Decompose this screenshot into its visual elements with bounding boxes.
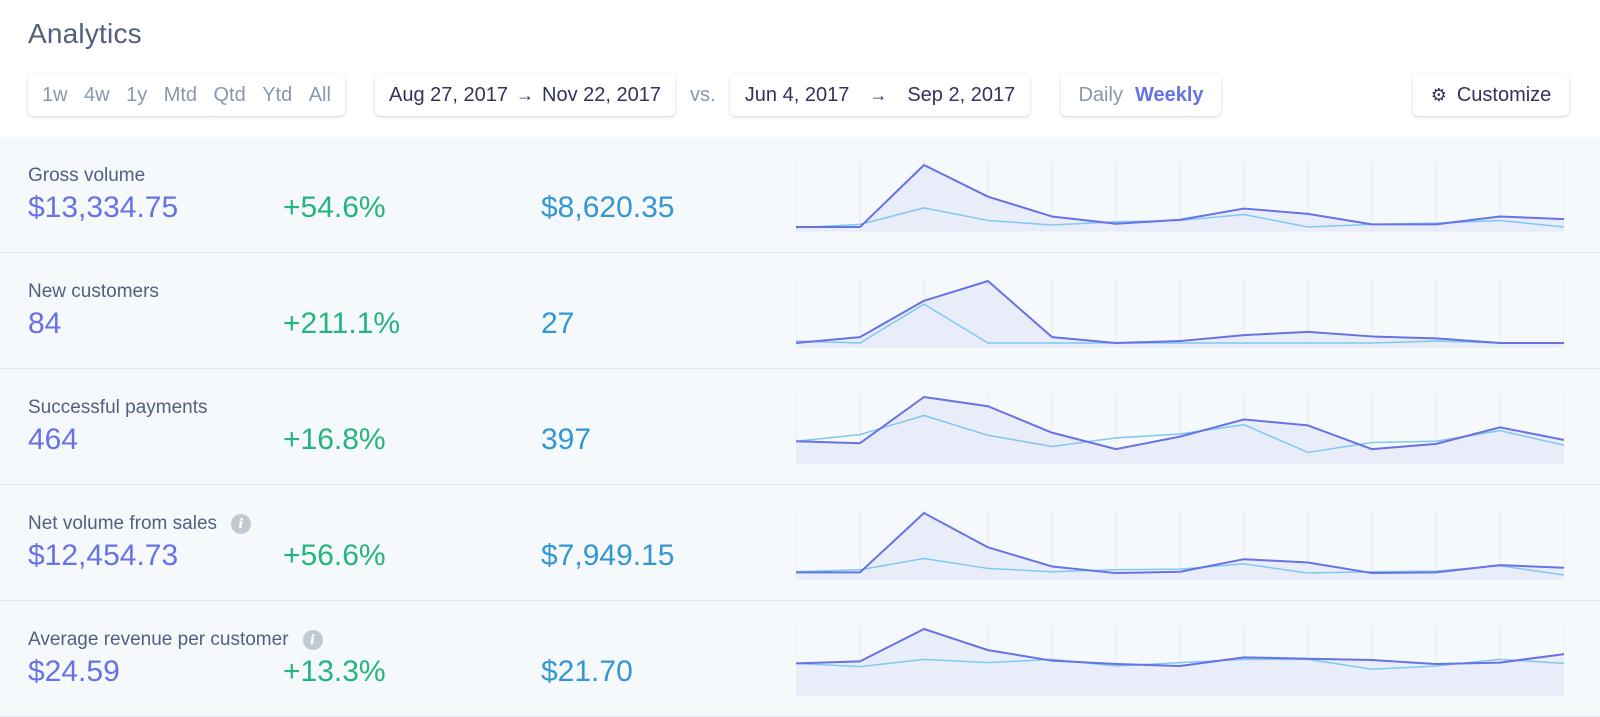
analytics-header: Analytics 1w 4w 1y Mtd Qtd Ytd All Aug 2… xyxy=(0,0,1600,137)
metric-current-value: 464 xyxy=(28,423,79,456)
info-icon[interactable]: i xyxy=(302,630,323,650)
compare-date-range-button[interactable]: Jun 4, 2017 → Sep 2, 2017 xyxy=(730,74,1030,116)
metric-name: Net volume from sales i xyxy=(28,513,252,535)
metric-name-label: Net volume from sales xyxy=(28,513,218,534)
metric-row[interactable]: Gross volume $13,334.75 +54.6% $8,620.35 xyxy=(0,137,1600,253)
metric-change-percent: +16.8% xyxy=(283,423,386,456)
sparkline-previous-line xyxy=(796,303,1564,344)
metric-change-percent: +54.6% xyxy=(283,191,386,224)
sparkline-current-line xyxy=(796,164,1564,229)
metric-current-value: $13,334.75 xyxy=(28,191,179,224)
metric-name-label: Successful payments xyxy=(28,397,208,418)
sparkline-current-area xyxy=(796,513,1564,579)
vs-label: vs. xyxy=(690,84,716,106)
current-range-end: Nov 22, 2017 xyxy=(542,83,661,106)
gear-icon: ⚙ xyxy=(1430,84,1447,105)
metric-row[interactable]: Net volume from sales i $12,454.73 +56.6… xyxy=(0,485,1600,601)
metric-change-percent: +13.3% xyxy=(283,655,386,688)
metric-previous-value: $8,620.35 xyxy=(541,191,675,224)
sparkline-current-area xyxy=(796,165,1564,231)
metric-sparkline xyxy=(796,509,1564,580)
metric-current-value: $12,454.73 xyxy=(28,539,179,572)
metric-change-percent: +56.6% xyxy=(283,539,386,572)
arrow-right-icon: → xyxy=(516,84,534,105)
metric-name: New customers xyxy=(28,281,159,303)
granularity-toggle: Daily Weekly xyxy=(1061,74,1221,116)
customize-button[interactable]: ⚙ Customize xyxy=(1413,74,1569,116)
range-1y[interactable]: 1y xyxy=(126,83,148,106)
info-icon[interactable]: i xyxy=(231,514,252,534)
page-title: Analytics xyxy=(28,18,142,49)
compare-range-end: Sep 2, 2017 xyxy=(907,83,1016,106)
range-presets: 1w 4w 1y Mtd Qtd Ytd All xyxy=(28,74,345,116)
metric-change-percent: +211.1% xyxy=(283,307,401,340)
metric-name-label: New customers xyxy=(28,281,159,302)
metric-previous-value: $7,949.15 xyxy=(541,539,675,572)
metric-current-value: 84 xyxy=(28,307,62,340)
range-qtd[interactable]: Qtd xyxy=(213,83,246,106)
sparkline-current-line xyxy=(796,280,1564,345)
sparkline-previous-line xyxy=(796,557,1564,576)
metric-name-label: Gross volume xyxy=(28,165,146,186)
sparkline-current-area xyxy=(796,397,1564,463)
sparkline-current-line xyxy=(796,396,1564,451)
compare-range-start: Jun 4, 2017 xyxy=(744,83,850,106)
metric-name: Successful payments xyxy=(28,397,208,419)
metric-row[interactable]: Average revenue per customer i $24.59 +1… xyxy=(0,601,1600,717)
metric-sparkline xyxy=(796,161,1564,232)
metrics-list: Gross volume $13,334.75 +54.6% $8,620.35… xyxy=(0,137,1600,717)
sparkline-current-line xyxy=(796,512,1564,575)
metric-name: Average revenue per customer i xyxy=(28,629,323,651)
metric-current-value: $24.59 xyxy=(28,655,120,688)
customize-label: Customize xyxy=(1456,83,1552,106)
metric-sparkline xyxy=(796,277,1564,348)
metric-row[interactable]: New customers 84 +211.1% 27 xyxy=(0,253,1600,369)
metric-previous-value: 27 xyxy=(541,307,575,340)
range-all[interactable]: All xyxy=(308,83,331,106)
metric-sparkline xyxy=(796,625,1564,696)
granularity-weekly[interactable]: Weekly xyxy=(1134,83,1204,106)
sparkline-current-line xyxy=(796,628,1564,667)
current-range-start: Aug 27, 2017 xyxy=(389,83,508,106)
sparkline-current-area xyxy=(796,629,1564,695)
current-date-range-button[interactable]: Aug 27, 2017 → Nov 22, 2017 xyxy=(375,74,675,116)
metric-row[interactable]: Successful payments 464 +16.8% 397 xyxy=(0,369,1600,485)
metric-sparkline xyxy=(796,393,1564,464)
sparkline-previous-line xyxy=(796,414,1564,454)
range-4w[interactable]: 4w xyxy=(84,83,110,106)
range-ytd[interactable]: Ytd xyxy=(262,83,293,106)
metric-previous-value: $21.70 xyxy=(541,655,633,688)
sparkline-previous-line xyxy=(796,658,1564,671)
range-mtd[interactable]: Mtd xyxy=(163,83,198,106)
sparkline-current-area xyxy=(796,281,1564,347)
granularity-daily[interactable]: Daily xyxy=(1078,83,1123,106)
range-1w[interactable]: 1w xyxy=(42,83,68,106)
metric-previous-value: 397 xyxy=(541,423,592,456)
metric-name: Gross volume xyxy=(28,165,145,187)
arrow-right-icon: → xyxy=(869,84,888,105)
metric-name-label: Average revenue per customer xyxy=(28,629,289,650)
